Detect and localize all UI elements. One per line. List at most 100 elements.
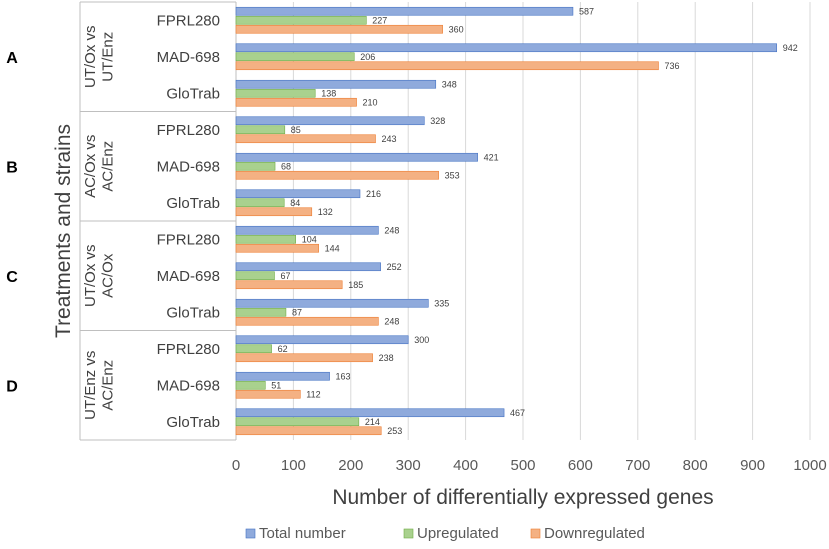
bar-up [235,380,266,390]
group-label: UT/Ox vsAC/Ox [82,245,116,308]
legend-label: Upregulated [417,525,499,542]
x-tick-label: 500 [510,457,535,474]
bar-total [235,79,437,89]
x-tick-label: 800 [683,457,708,474]
data-label: 253 [387,426,402,436]
bar-down [235,316,379,326]
legend-label: Downregulated [544,525,645,542]
bar-up [235,198,285,208]
strain-label: MAD-698 [157,268,220,285]
bar-up [235,161,276,171]
bar-down [235,97,357,107]
data-label: 132 [318,207,333,217]
bar-down [235,389,301,399]
strain-label: FPRL280 [157,341,220,358]
group-label-line: AC/Ox vs [82,135,99,198]
data-label: 104 [302,234,317,244]
data-label: 421 [484,152,499,162]
data-label: 942 [783,43,798,53]
x-tick-label: 900 [740,457,765,474]
data-label: 248 [384,316,399,326]
group-label-line: UT/Ox vs [82,26,99,89]
category-frame [79,1,237,441]
data-label: 138 [321,88,336,98]
y-axis-title: Treatments and strains [52,124,75,338]
bar-up [235,52,355,62]
data-label: 227 [372,15,387,25]
data-label: 206 [360,52,375,62]
strain-label: MAD-698 [157,377,220,394]
x-axis-title: Number of differentially expressed genes [332,486,713,509]
x-tick-label: 700 [625,457,650,474]
data-label: 85 [291,125,301,135]
bar-down [235,353,373,363]
bar-total [235,335,409,345]
bar-up [235,15,367,25]
bar-total [235,43,778,53]
data-label: 144 [325,243,340,253]
bar-up [235,88,316,98]
strain-label: MAD-698 [157,158,220,175]
bar-down [235,207,313,217]
legend-label: Total number [259,525,346,542]
data-label: 210 [363,97,378,107]
data-label: 185 [348,280,363,290]
bar-down [235,170,439,180]
data-label: 112 [306,389,320,399]
bar-total [235,408,505,418]
strain-label: GloTrab [166,195,220,212]
x-tick-label: 200 [338,457,363,474]
group-label-line: AC/Enz [99,141,116,192]
strain-label: FPRL280 [157,12,220,29]
x-tick-label: 1000 [793,457,826,474]
bar-down [235,243,319,253]
data-label: 87 [292,307,302,317]
bar-total [235,298,429,308]
legend-swatch [245,528,256,539]
strain-label: GloTrab [166,414,220,431]
panel-letter: C [6,269,18,286]
bar-down [235,134,376,144]
data-label: 300 [414,335,429,345]
data-label: 335 [434,298,449,308]
bar-down [235,426,382,436]
group-label: UT/Ox vsUT/Enz [82,26,116,89]
legend-swatch [403,528,414,539]
panel-letter: B [6,159,18,176]
data-label: 214 [365,417,380,427]
legend: Total number Upregulated Downregulated [245,525,645,542]
x-tick-label: 400 [453,457,478,474]
strain-label: GloTrab [166,304,220,321]
data-label: 360 [449,24,464,34]
strain-label: FPRL280 [157,122,220,139]
x-tick-label: 0 [232,457,240,474]
bar-up [235,234,296,244]
bar-up [235,125,286,135]
data-label: 238 [379,353,394,363]
bar-down [235,280,343,290]
bar-up [235,307,287,317]
group-label: UT/Enz vsAC/Enz [82,351,116,420]
data-label: 248 [384,225,399,235]
group-label: AC/Ox vsAC/Enz [82,135,116,198]
x-tick-label: 100 [281,457,306,474]
data-label: 587 [579,6,594,16]
data-label: 736 [664,61,679,71]
strain-label: FPRL280 [157,231,220,248]
group-label-line: UT/Enz [99,32,116,82]
panel-letter: D [6,378,18,395]
group-label-line: UT/Ox vs [82,245,99,308]
bar-total [235,6,574,16]
data-label: 68 [281,161,291,171]
strain-label: GloTrab [166,85,220,102]
strain-label: MAD-698 [157,49,220,66]
data-label: 163 [336,371,351,381]
grid-lines [235,2,811,440]
data-label: 252 [387,262,402,272]
bar-total [235,116,425,126]
data-label: 51 [271,380,281,390]
bars: 587 227 360 942 206 736 348 138 210 328 85 243 421 68… [235,6,798,436]
bar-down [235,24,443,34]
